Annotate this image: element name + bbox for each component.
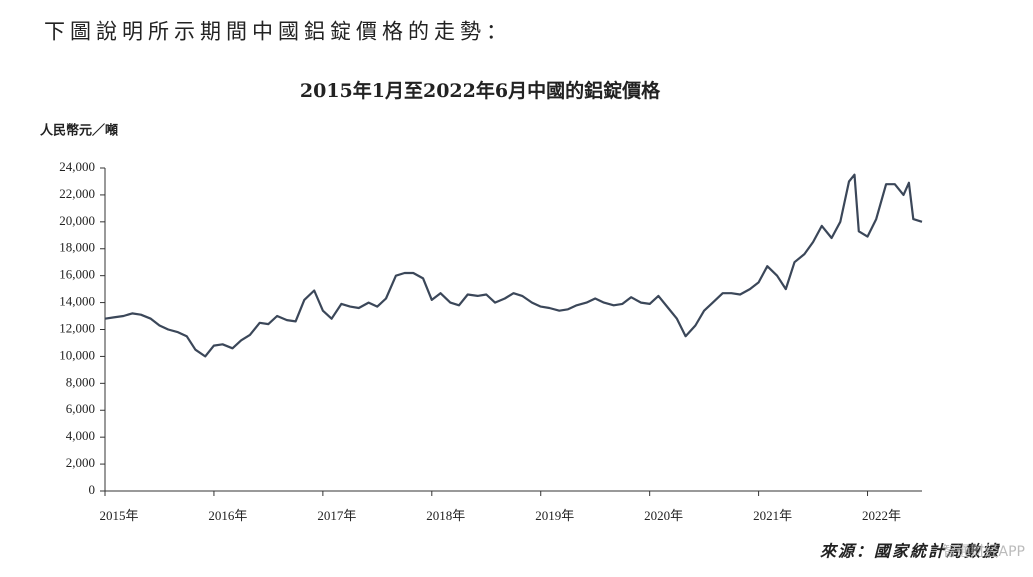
intro-text: 下圖說明所示期間中國鋁錠價格的走勢： [44,20,512,44]
y-tick-label: 4,000 [66,428,95,443]
y-tick-label: 16,000 [59,267,95,282]
x-tick-label: 2015年 [99,508,138,523]
y-tick-label: 10,000 [59,347,95,362]
x-tick-label: 2021年 [753,508,792,523]
y-tick-label: 18,000 [59,240,95,255]
y-tick-label: 6,000 [66,401,95,416]
y-tick-label: 8,000 [66,374,95,389]
y-tick-label: 0 [89,482,96,497]
x-tick-label: 2020年 [644,508,683,523]
watermark: 智通财经APP [943,544,1025,560]
x-tick-label: 2016年 [208,508,247,523]
x-tick-label: 2018年 [426,508,465,523]
x-tick-label: 2017年 [317,508,356,523]
y-tick-label: 12,000 [59,320,95,335]
x-tick-label: 2019年 [535,508,574,523]
y-tick-label: 20,000 [59,213,95,228]
chart-title: 2015年1月至2022年6月中國的鋁錠價格 [300,79,661,102]
x-tick-label: 2022年 [862,508,901,523]
y-tick-label: 22,000 [59,186,95,201]
y-tick-label: 2,000 [66,455,95,470]
y-axis-label: 人民幣元／噸 [40,123,118,139]
y-tick-label: 24,000 [59,159,95,174]
y-tick-label: 14,000 [59,294,95,309]
source-note: 來源：國家統計局數據 [820,542,1001,561]
data-line [104,173,923,358]
